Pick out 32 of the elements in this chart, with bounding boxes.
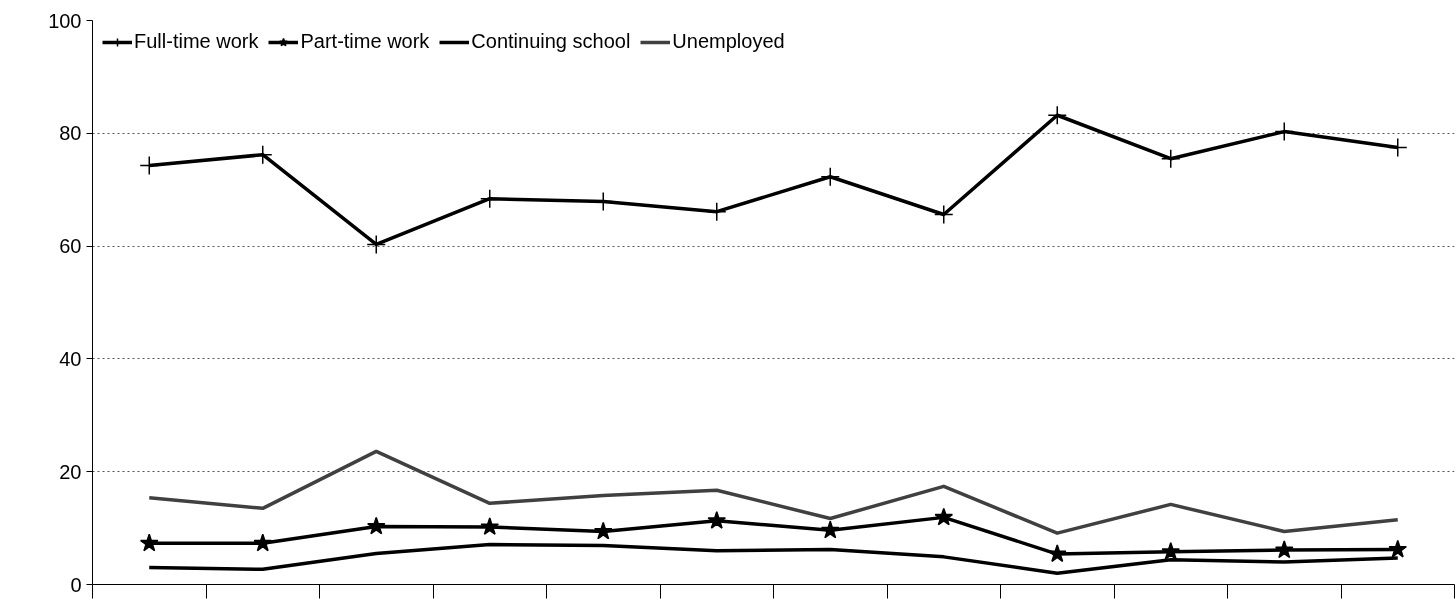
- point: [593, 521, 613, 540]
- y-tick-label: 40: [59, 347, 82, 370]
- point: [139, 533, 159, 552]
- point: [480, 517, 500, 535]
- point: [1388, 539, 1408, 558]
- legend-label: Full-time work: [134, 30, 259, 53]
- point: [1161, 148, 1181, 169]
- point: [934, 204, 954, 225]
- line-series: [147, 449, 1400, 535]
- point: [820, 520, 840, 539]
- legend-label: Part-time work: [300, 30, 430, 53]
- point: [1388, 137, 1408, 158]
- point: [1274, 540, 1294, 559]
- point: [1047, 105, 1067, 125]
- y-tick-label: 20: [59, 460, 82, 483]
- point: [253, 533, 273, 552]
- y-tick-label: 80: [59, 122, 82, 145]
- point: [1047, 544, 1067, 563]
- point: [820, 166, 840, 187]
- point: [707, 511, 727, 529]
- y-tick-label: 0: [70, 573, 82, 596]
- point: [707, 201, 727, 222]
- point: [139, 155, 159, 176]
- legend-label: Unemployed: [672, 30, 785, 53]
- point: [1274, 121, 1294, 142]
- point: [366, 234, 386, 255]
- legend-label: Continuing school: [471, 30, 631, 53]
- y-tick-label: 100: [48, 9, 82, 32]
- y-tick-label: 60: [59, 235, 82, 258]
- point: [366, 516, 386, 535]
- point: [1161, 542, 1181, 560]
- point: [934, 507, 954, 526]
